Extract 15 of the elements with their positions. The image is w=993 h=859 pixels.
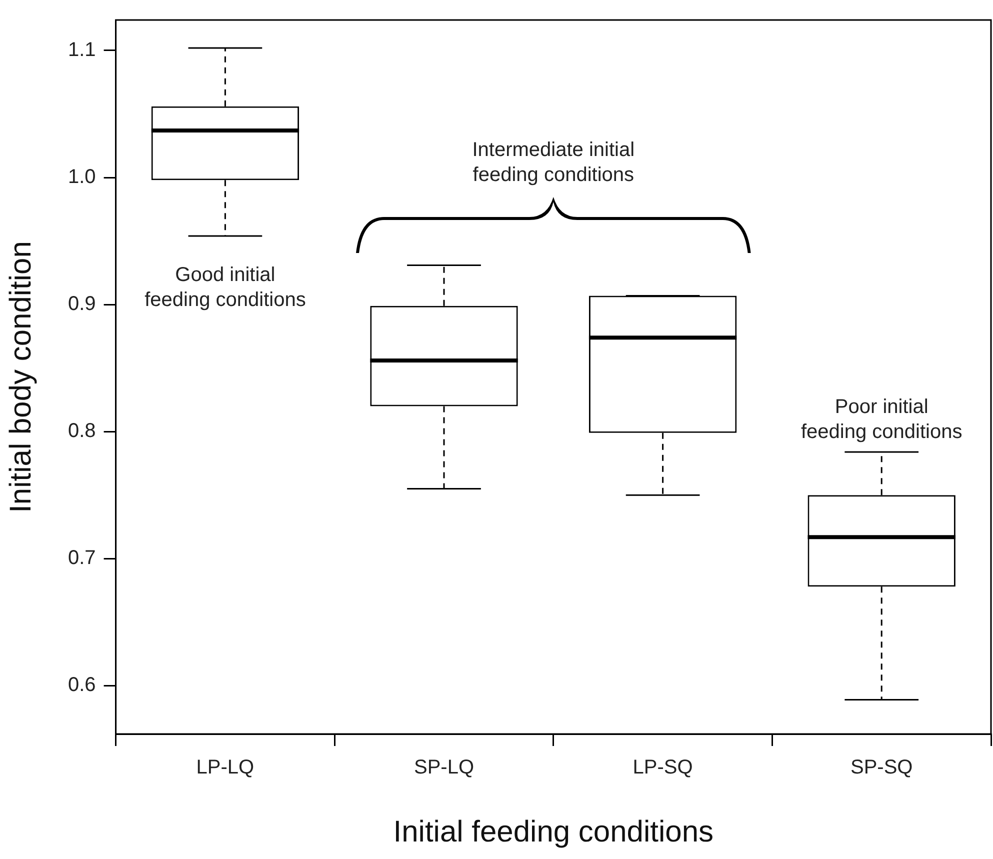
- annotation: Poor initial feeding conditions: [800, 396, 962, 443]
- y-tick-label: 1.1: [68, 39, 96, 62]
- y-tick-label: 0.7: [68, 547, 96, 570]
- y-tick-label: 0.6: [68, 674, 96, 696]
- x-tick-label: SP-LQ: [414, 756, 474, 779]
- annotation: Intermediate initial feeding conditions: [472, 138, 635, 186]
- annotation: Good initial feeding conditions: [144, 264, 306, 311]
- y-axis-title: Initial body condition: [4, 241, 38, 513]
- y-tick-label: 1.0: [68, 166, 96, 188]
- x-tick-label: SP-SQ: [850, 756, 913, 779]
- y-tick-label: 0.9: [68, 293, 96, 316]
- y-tick-label: 0.8: [68, 420, 96, 442]
- x-tick-label: LP-LQ: [196, 756, 254, 779]
- x-axis-title: Initial feeding conditions: [393, 815, 714, 848]
- x-tick-label: LP-SQ: [632, 756, 693, 779]
